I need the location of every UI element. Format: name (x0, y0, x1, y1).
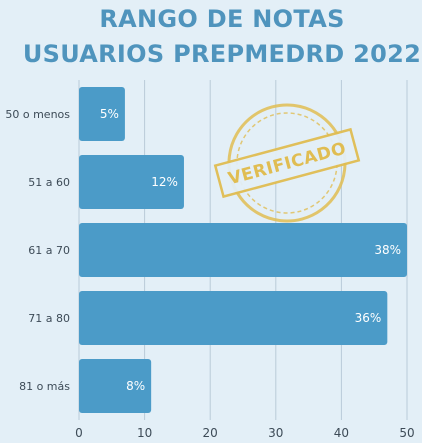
bar-value-label: 12% (151, 175, 178, 189)
verified-stamp: VERIFICADO (213, 103, 361, 223)
bar-value-label: 38% (374, 243, 401, 257)
bar-value-label: 8% (126, 379, 145, 393)
x-axis-ticks: 0 10 20 30 40 50 (75, 426, 414, 440)
x-tick-label: 0 (75, 426, 83, 440)
bar (79, 87, 125, 141)
x-tick-label: 20 (203, 426, 218, 440)
category-label: 51 a 60 (28, 176, 70, 189)
x-tick-label: 10 (137, 426, 152, 440)
category-label: 61 a 70 (28, 244, 70, 257)
stamp-band (213, 127, 361, 199)
chart-title-line-1: RANGO DE NOTAS (99, 5, 344, 33)
category-label: 71 a 80 (28, 312, 70, 325)
bars-group: 5% 12% 38% 36% 8% (79, 87, 407, 413)
category-label: 50 o menos (5, 108, 70, 121)
bar (79, 223, 407, 277)
bar-value-label: 5% (100, 107, 119, 121)
x-tick-label: 30 (268, 426, 283, 440)
x-tick-label: 40 (334, 426, 349, 440)
x-tick-label: 50 (399, 426, 414, 440)
bar-value-label: 36% (355, 311, 382, 325)
category-label: 81 o más (19, 380, 70, 393)
chart-title-line-2: USUARIOS PREPMEDRD 2022 (23, 40, 421, 68)
bar (79, 155, 184, 209)
bar (79, 359, 152, 413)
bar (79, 291, 388, 345)
category-labels: 50 o menos 51 a 60 61 a 70 71 a 80 81 o más (5, 108, 70, 393)
